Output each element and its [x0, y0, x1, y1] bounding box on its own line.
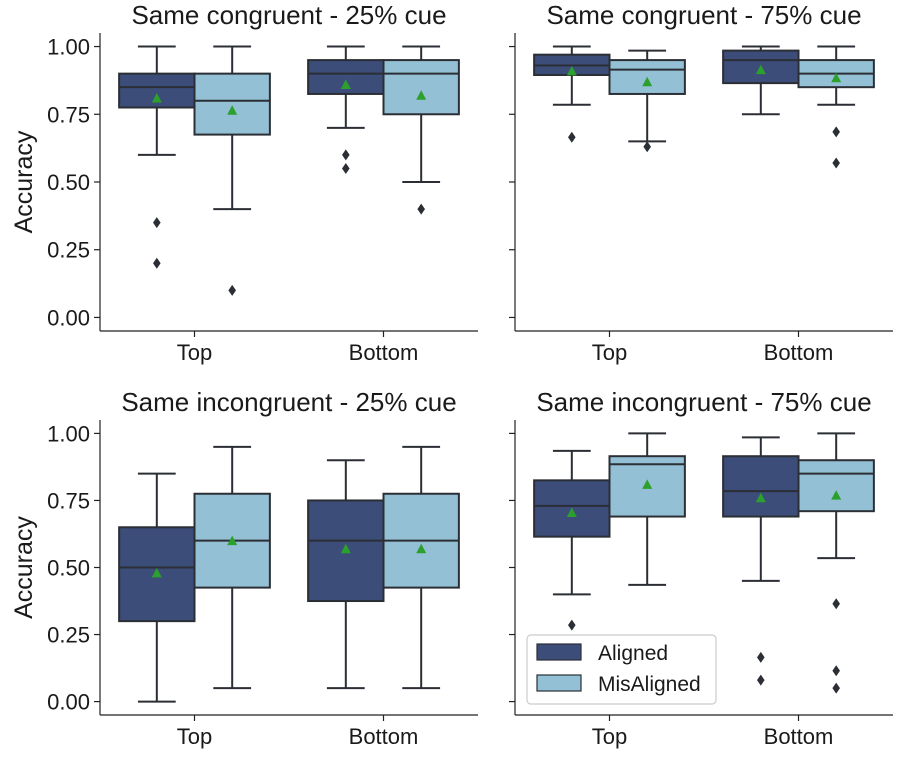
x-tick-label: Bottom — [764, 724, 834, 749]
mean-marker — [755, 64, 766, 75]
iqr-box — [722, 455, 800, 518]
outlier-marker — [757, 651, 765, 663]
box-aligned-top — [118, 45, 196, 269]
iqr-box — [382, 59, 460, 116]
chart-title: Same congruent - 25% cue — [131, 0, 446, 30]
mean-marker — [642, 76, 653, 87]
outlier-marker — [643, 141, 651, 153]
mean-marker — [151, 93, 162, 103]
mean-marker — [831, 72, 842, 83]
box-misaligned-bottom — [382, 445, 460, 690]
x-tick-label: Bottom — [764, 340, 834, 365]
y-tick-label: 0.25 — [47, 238, 90, 263]
legend-label: Aligned — [598, 642, 668, 665]
legend-swatch — [536, 643, 582, 661]
box-misaligned-top — [608, 49, 686, 153]
outlier-marker — [832, 157, 840, 169]
box-aligned-top — [533, 449, 611, 631]
outlier-marker — [228, 284, 236, 296]
box-aligned-bottom — [722, 436, 800, 686]
legend-swatch — [536, 674, 582, 692]
chart-title: Same congruent - 75% cue — [546, 0, 861, 30]
x-tick-label: Top — [592, 724, 627, 749]
outlier-marker — [153, 217, 161, 229]
outlier-marker — [832, 126, 840, 138]
x-tick-label: Bottom — [349, 724, 419, 749]
y-axis-label: Accuracy — [10, 130, 38, 233]
box-aligned-bottom — [722, 45, 800, 116]
x-tick-label: Top — [592, 340, 627, 365]
y-axis-label: Accuracy — [10, 516, 38, 619]
legend: Aligned MisAligned — [526, 634, 717, 705]
outlier-marker — [153, 257, 161, 269]
box-misaligned-top — [608, 432, 686, 586]
mean-marker — [416, 90, 427, 100]
outlier-marker — [757, 674, 765, 686]
outlier-marker — [342, 149, 350, 161]
outlier-marker — [832, 665, 840, 677]
mean-marker — [642, 479, 653, 489]
outlier-marker — [832, 682, 840, 694]
outlier-marker — [832, 598, 840, 610]
mean-marker — [151, 567, 162, 578]
outlier-marker — [342, 162, 350, 174]
chart-panel-4: Same incongruent - 75% cue Top Bottom — [509, 387, 893, 749]
iqr-box — [797, 459, 875, 513]
y-tick-label: 0.00 — [47, 305, 90, 330]
outlier-marker — [568, 619, 576, 631]
chart-panel-2: Same congruent - 75% cue Top Bottom — [509, 0, 893, 365]
y-tick-label: 0.75 — [47, 102, 90, 127]
box-aligned-bottom — [307, 45, 385, 174]
mean-marker — [340, 79, 351, 89]
box-aligned-bottom — [307, 459, 385, 690]
box-misaligned-bottom — [797, 45, 875, 169]
mean-marker — [566, 507, 577, 518]
outlier-marker — [417, 203, 425, 215]
chart-title: Same incongruent - 25% cue — [121, 387, 456, 417]
chart-panel-1: 0.00 0.25 0.50 0.75 1.00 Accuracy Same congrue… — [10, 0, 478, 365]
mean-marker — [227, 105, 238, 115]
mean-marker — [340, 543, 351, 554]
box-misaligned-top — [193, 445, 271, 690]
mean-marker — [755, 492, 766, 503]
mean-marker — [416, 543, 427, 554]
box-aligned-top — [533, 45, 611, 143]
mean-marker — [227, 535, 238, 546]
mean-marker — [831, 490, 842, 500]
chart-panel-3: 0.00 0.25 0.50 0.75 1.00 Accuracy Same incongr… — [10, 387, 478, 749]
box-misaligned-bottom — [382, 45, 460, 215]
y-tick-label: 1.00 — [47, 35, 90, 60]
box-aligned-top — [118, 472, 196, 703]
legend-label: MisAligned — [598, 673, 701, 696]
x-tick-label: Bottom — [349, 340, 419, 365]
chart-title: Same incongruent - 75% cue — [536, 387, 871, 417]
box-misaligned-top — [193, 45, 271, 296]
y-tick-label: 0.50 — [47, 170, 90, 195]
outlier-marker — [568, 131, 576, 143]
y-tick-label: 0.25 — [47, 623, 90, 648]
y-tick-label: 0.50 — [47, 556, 90, 581]
y-tick-label: 1.00 — [47, 421, 90, 446]
x-tick-label: Top — [177, 340, 212, 365]
y-tick-label: 0.75 — [47, 488, 90, 513]
y-tick-label: 0.00 — [47, 690, 90, 715]
box-misaligned-bottom — [797, 432, 875, 694]
iqr-box — [193, 72, 271, 136]
mean-marker — [566, 65, 577, 76]
x-tick-label: Top — [177, 724, 212, 749]
